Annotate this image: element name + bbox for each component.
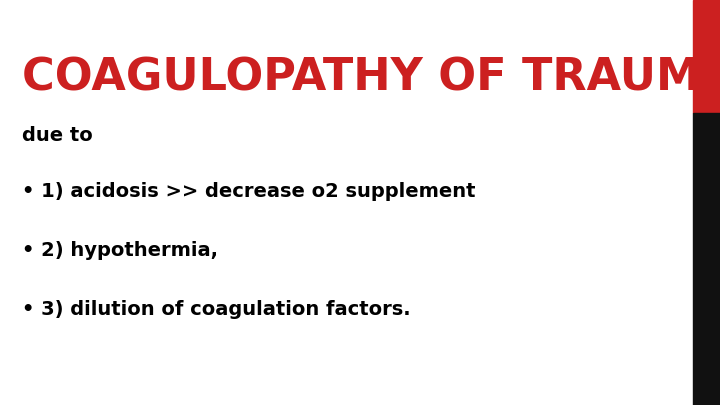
Text: • 2) hypothermia,: • 2) hypothermia,: [22, 241, 217, 260]
Text: • 3) dilution of coagulation factors.: • 3) dilution of coagulation factors.: [22, 300, 410, 319]
Text: due to: due to: [22, 126, 92, 145]
Text: COAGULOPATHY OF TRAUMA: COAGULOPATHY OF TRAUMA: [22, 57, 720, 100]
Text: • 1) acidosis >> decrease o2 supplement: • 1) acidosis >> decrease o2 supplement: [22, 182, 475, 201]
